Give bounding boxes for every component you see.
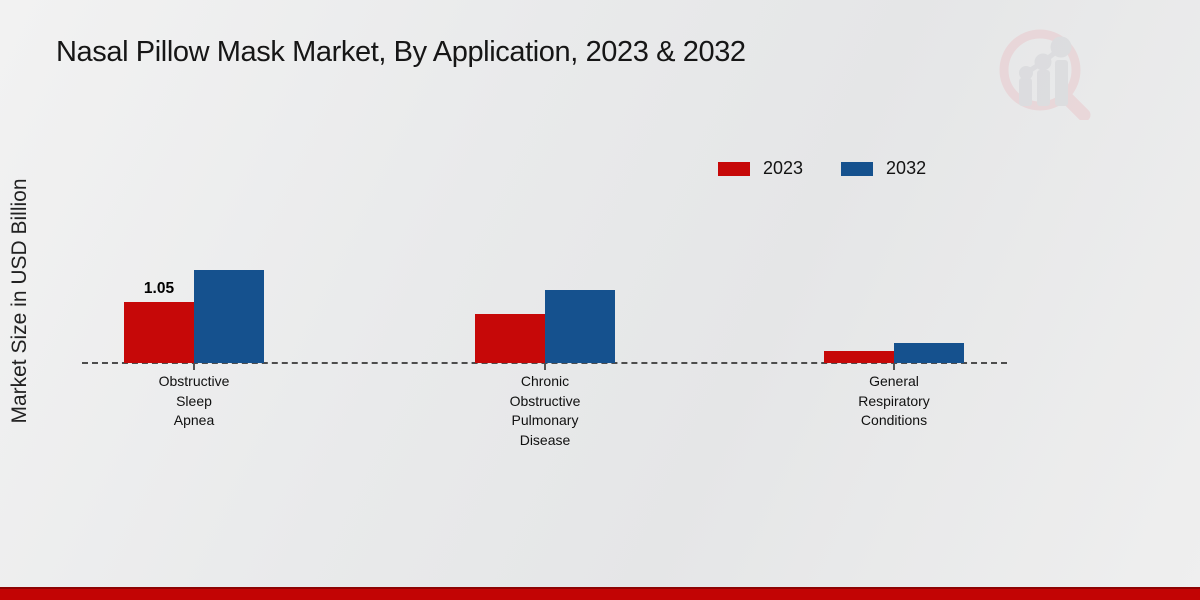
- bar-2032-category-2: [894, 343, 964, 363]
- legend-swatch: [718, 161, 750, 176]
- axis-tick: [544, 364, 546, 370]
- market-research-logo-icon: [999, 29, 1091, 120]
- x-axis-baseline: [82, 362, 1007, 364]
- legend-label: 2023: [763, 158, 804, 178]
- footer-red-strip: [0, 587, 1200, 600]
- legend: 2023 2032: [718, 158, 926, 179]
- bar-2032-category-1: [545, 290, 615, 363]
- chart-title: Nasal Pillow Mask Market, By Application…: [56, 36, 746, 68]
- category-label: General Respiratory Conditions: [858, 373, 930, 428]
- bar-2023-category-1: [475, 314, 545, 363]
- category-label: Obstructive Sleep Apnea: [158, 373, 230, 428]
- category-label: Chronic Obstructive Pulmonary Disease: [509, 373, 581, 448]
- legend-swatch: [841, 161, 874, 176]
- bar-2023-category-2: [824, 351, 894, 363]
- legend-item-2032: 2032: [841, 158, 926, 179]
- axis-tick: [893, 364, 895, 370]
- bar-2023-category-0: [124, 302, 194, 363]
- axis-tick: [193, 364, 195, 370]
- legend-label: 2032: [886, 158, 927, 178]
- bar-value-label: 1.05: [143, 280, 175, 297]
- bar-2032-category-0: [194, 270, 264, 363]
- legend-item-2023: 2023: [718, 158, 803, 179]
